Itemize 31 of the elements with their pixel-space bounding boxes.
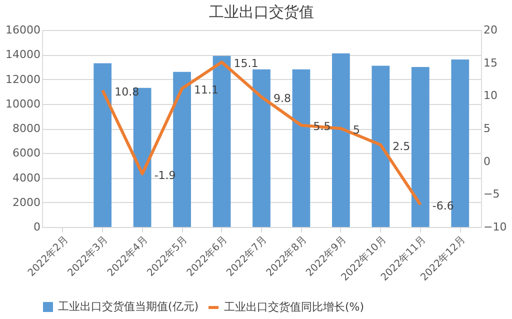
data-label: 5 — [352, 124, 360, 136]
y2-tick-label: 10 — [484, 89, 498, 102]
bar — [173, 72, 191, 227]
y2-tick-label: 20 — [484, 24, 498, 36]
chart-title: 工业出口交货值 — [209, 3, 314, 21]
y-tick-label: 10000 — [6, 97, 40, 110]
y-tick-label: 14000 — [6, 48, 40, 62]
y-tick-label: 4000 — [12, 171, 40, 184]
bar — [252, 69, 270, 227]
y-tick-label: 0 — [34, 220, 40, 234]
legend-label: 工业出口交货值当期值(亿元) — [58, 300, 199, 313]
y-tick-label: 12000 — [6, 72, 40, 86]
bar — [332, 53, 350, 227]
bar — [411, 66, 430, 227]
y-tick-label: 8000 — [12, 122, 40, 135]
line-series — [101, 60, 422, 206]
y2-tick-label: 5 — [484, 122, 490, 135]
y2-tick-label: 15 — [484, 56, 498, 70]
y-tick-label: 2000 — [12, 196, 40, 209]
y2-tick-label: −10 — [484, 220, 507, 234]
y-tick-label: 16000 — [6, 24, 40, 36]
data-label: 9.8 — [274, 92, 291, 105]
bar — [372, 66, 390, 227]
y2-tick-label: −5 — [484, 188, 500, 201]
bar — [292, 69, 310, 227]
data-label: 15.1 — [234, 57, 258, 70]
y2-tick-label: 0 — [484, 154, 490, 168]
legend-label: 工业出口交货值同比增长(%) — [224, 300, 364, 314]
data-label: 2.5 — [392, 140, 410, 153]
bar — [94, 63, 112, 227]
y-tick-label: 6000 — [12, 146, 40, 160]
